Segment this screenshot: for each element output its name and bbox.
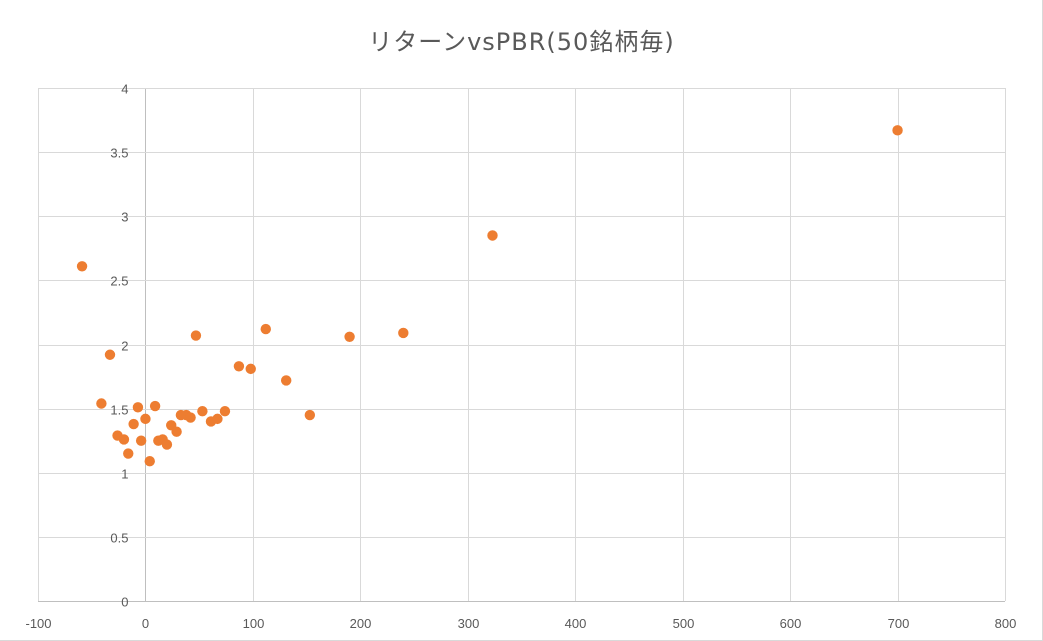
data-point (304, 409, 316, 421)
data-point (128, 418, 139, 430)
data-point (197, 405, 208, 417)
data-point (344, 331, 355, 343)
x-tick-label: 700 (888, 616, 910, 631)
x-tick-label: 0 (142, 616, 149, 631)
data-point (96, 398, 107, 409)
y-tick-label: 1 (121, 467, 128, 482)
x-tick-label: 800 (995, 616, 1017, 631)
y-tick-label: 4 (121, 82, 128, 97)
y-tick-label: 3 (121, 210, 128, 225)
data-point (487, 230, 498, 241)
data-point (149, 400, 161, 412)
data-point (190, 330, 202, 341)
data-point (245, 363, 256, 375)
data-point (233, 361, 245, 372)
data-point (144, 456, 155, 467)
y-tick-label: 2 (121, 339, 128, 354)
data-point (132, 402, 144, 413)
data-point (135, 435, 147, 446)
data-point (260, 323, 271, 335)
y-tick-label: 1.5 (110, 403, 128, 418)
data-point (212, 413, 223, 425)
data-point (892, 125, 903, 136)
x-tick-label: 600 (780, 616, 802, 631)
x-tick-label: -100 (25, 616, 51, 631)
y-tick-label: 0.5 (110, 531, 128, 546)
data-point (185, 412, 196, 423)
y-tick-label: 2.5 (110, 274, 128, 289)
y-tick-label: 3.5 (110, 146, 128, 161)
data-point (280, 375, 292, 386)
data-point (140, 413, 151, 425)
chart-title: リターンvsPBR(50銘柄毎) (368, 28, 675, 56)
data-point (76, 261, 88, 272)
x-tick-label: 500 (673, 616, 695, 631)
data-point (171, 426, 182, 437)
data-point (398, 327, 409, 339)
y-tick-label: 0 (121, 595, 128, 610)
data-point (123, 448, 134, 459)
data-point (219, 405, 231, 417)
x-tick-label: 400 (565, 616, 587, 631)
data-point (161, 439, 173, 450)
data-point (118, 434, 130, 445)
x-tick-label: 300 (458, 616, 480, 631)
data-point (104, 349, 116, 360)
x-tick-label: 200 (350, 616, 372, 631)
x-tick-label: 100 (243, 616, 265, 631)
